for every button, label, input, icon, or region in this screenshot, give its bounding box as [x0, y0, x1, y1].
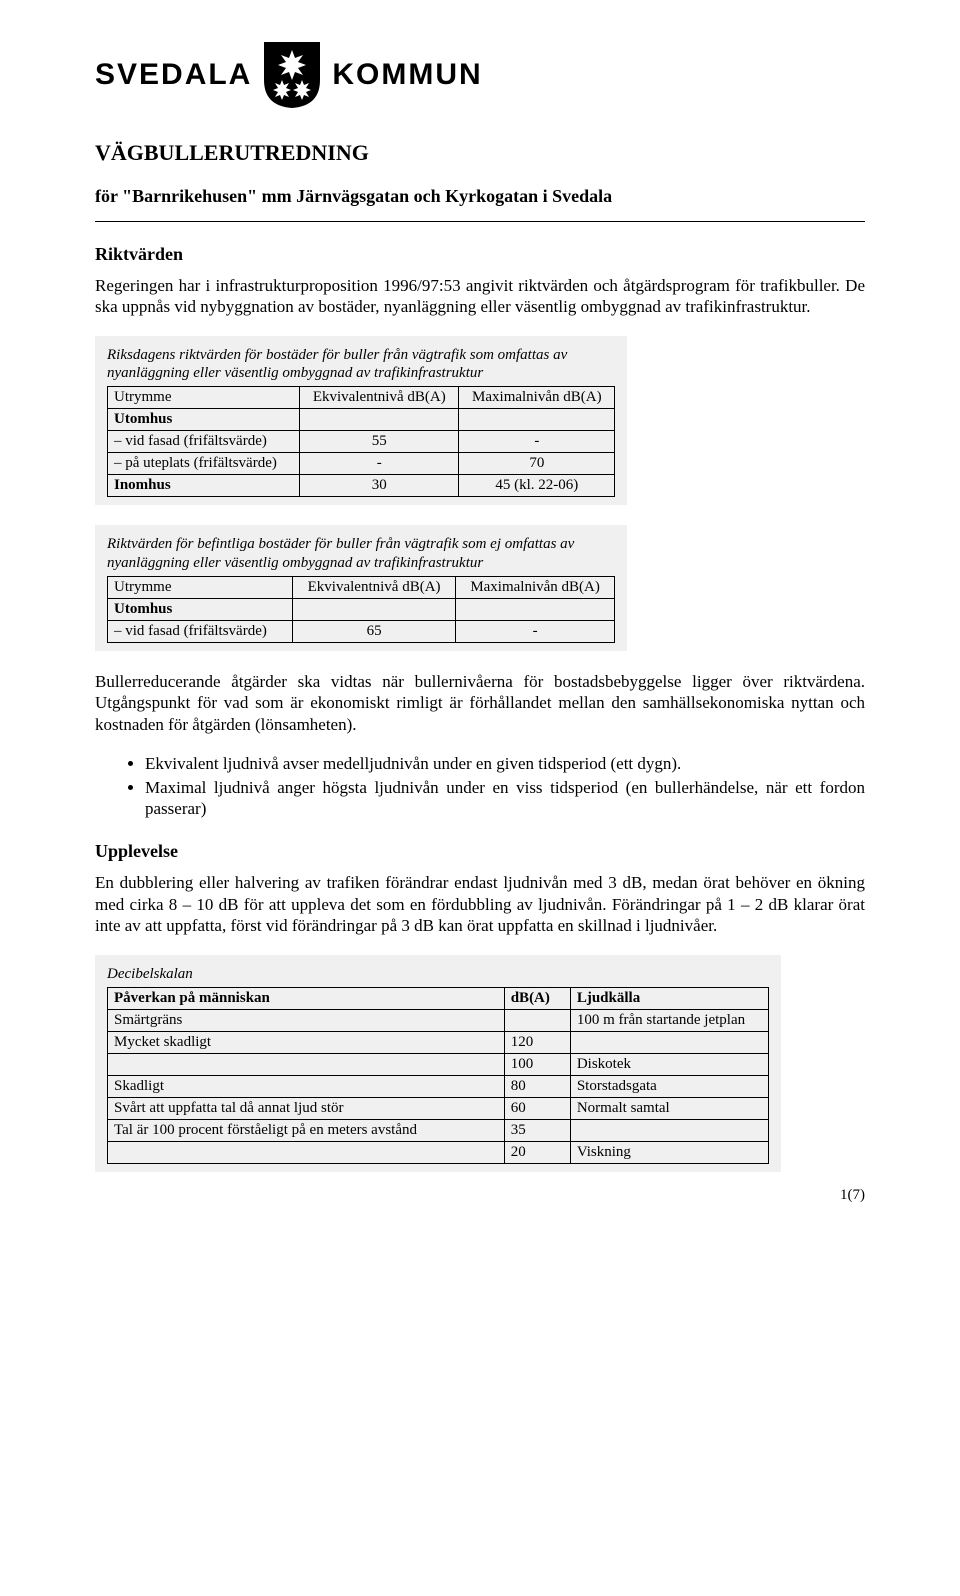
table3-r0-impact: Smärtgräns — [108, 1009, 505, 1031]
page-container: SVEDALA KOMMUN VÄGBULLERUTREDNING för "B… — [0, 0, 960, 1222]
table3-col-impact: Påverkan på människan — [108, 987, 505, 1009]
paragraph-intro: Regeringen har i infrastrukturpropositio… — [95, 275, 865, 318]
table3-r4-db: 60 — [504, 1097, 570, 1119]
definition-list: Ekvivalent ljudnivå avser medelljudnivån… — [95, 753, 865, 819]
table2-caption: Riktvärden för befintliga bostäder för b… — [107, 535, 615, 572]
table3-r5-db: 35 — [504, 1119, 570, 1141]
table3-r6-src: Viskning — [570, 1141, 768, 1163]
table3-r1-src — [570, 1031, 768, 1053]
table3: Påverkan på människan dB(A) Ljudkälla Sm… — [107, 987, 769, 1164]
table1-fasad-ekv: 55 — [300, 431, 459, 453]
table3-r1-impact: Mycket skadligt — [108, 1031, 505, 1053]
table3-r3-db: 80 — [504, 1075, 570, 1097]
table3-r2-src: Diskotek — [570, 1053, 768, 1075]
table1-inomhus-max: 45 (kl. 22-06) — [459, 475, 615, 497]
logo-text-left: SVEDALA — [95, 58, 252, 92]
table1-uteplats: – på uteplats (frifältsvärde) — [108, 453, 300, 475]
table1-utomhus: Utomhus — [108, 409, 300, 431]
paragraph-buller: Bullerreducerande åtgärder ska vidtas nä… — [95, 671, 865, 735]
bullet-ekvivalent: Ekvivalent ljudnivå avser medelljudnivån… — [145, 753, 865, 774]
table1-col-max: Maximalnivån dB(A) — [459, 387, 615, 409]
table3-col-src: Ljudkälla — [570, 987, 768, 1009]
section-upplevelse: Upplevelse — [95, 841, 865, 862]
crest-icon — [262, 40, 322, 110]
table1-uteplats-max: 70 — [459, 453, 615, 475]
table2-fasad-ekv: 65 — [293, 621, 456, 643]
bullet-maximal: Maximal ljudnivå anger högsta ljudnivån … — [145, 777, 865, 820]
table3-r3-src: Storstadsgata — [570, 1075, 768, 1097]
table2-col-max: Maximalnivån dB(A) — [456, 577, 615, 599]
header-logo: SVEDALA KOMMUN — [95, 40, 865, 110]
table3-col-db: dB(A) — [504, 987, 570, 1009]
table2: Utrymme Ekvivalentnivå dB(A) Maximalnivå… — [107, 576, 615, 643]
table2-box: Riktvärden för befintliga bostäder för b… — [95, 525, 627, 651]
table3-r4-src: Normalt samtal — [570, 1097, 768, 1119]
table1-col-ekv: Ekvivalentnivå dB(A) — [300, 387, 459, 409]
table3-r2-db: 100 — [504, 1053, 570, 1075]
table3-caption: Decibelskalan — [107, 965, 769, 983]
document-title: VÄGBULLERUTREDNING — [95, 140, 865, 166]
table3-r1-db: 120 — [504, 1031, 570, 1053]
table3-r5-src — [570, 1119, 768, 1141]
title-rule — [95, 221, 865, 222]
table2-fasad-max: - — [456, 621, 615, 643]
document-subtitle: för "Barnrikehusen" mm Järnvägsgatan och… — [95, 186, 865, 207]
table3-r6-impact — [108, 1141, 505, 1163]
table2-col-ekv: Ekvivalentnivå dB(A) — [293, 577, 456, 599]
section-riktvarden: Riktvärden — [95, 244, 865, 265]
table3-r6-db: 20 — [504, 1141, 570, 1163]
page-number: 1(7) — [840, 1187, 865, 1204]
table2-col-utrymme: Utrymme — [108, 577, 293, 599]
table1-uteplats-ekv: - — [300, 453, 459, 475]
table3-r2-impact — [108, 1053, 505, 1075]
table3-r4-impact: Svårt att uppfatta tal då annat ljud stö… — [108, 1097, 505, 1119]
table3-r0-src: 100 m från startande jetplan — [570, 1009, 768, 1031]
table1-col-utrymme: Utrymme — [108, 387, 300, 409]
table2-utomhus: Utomhus — [108, 599, 293, 621]
paragraph-upplevelse: En dubblering eller halvering av trafike… — [95, 872, 865, 936]
table3-box: Decibelskalan Påverkan på människan dB(A… — [95, 955, 781, 1172]
table2-fasad: – vid fasad (frifältsvärde) — [108, 621, 293, 643]
table1-inomhus-ekv: 30 — [300, 475, 459, 497]
logo-text-right: KOMMUN — [332, 58, 482, 92]
table3-r5-impact: Tal är 100 procent förståeligt på en met… — [108, 1119, 505, 1141]
table1-fasad-max: - — [459, 431, 615, 453]
table3-r3-impact: Skadligt — [108, 1075, 505, 1097]
table3-r0-db — [504, 1009, 570, 1031]
table1: Utrymme Ekvivalentnivå dB(A) Maximalnivå… — [107, 386, 615, 497]
table1-caption: Riksdagens riktvärden för bostäder för b… — [107, 346, 615, 383]
table1-inomhus: Inomhus — [108, 475, 300, 497]
table1-fasad: – vid fasad (frifältsvärde) — [108, 431, 300, 453]
table1-box: Riksdagens riktvärden för bostäder för b… — [95, 336, 627, 506]
